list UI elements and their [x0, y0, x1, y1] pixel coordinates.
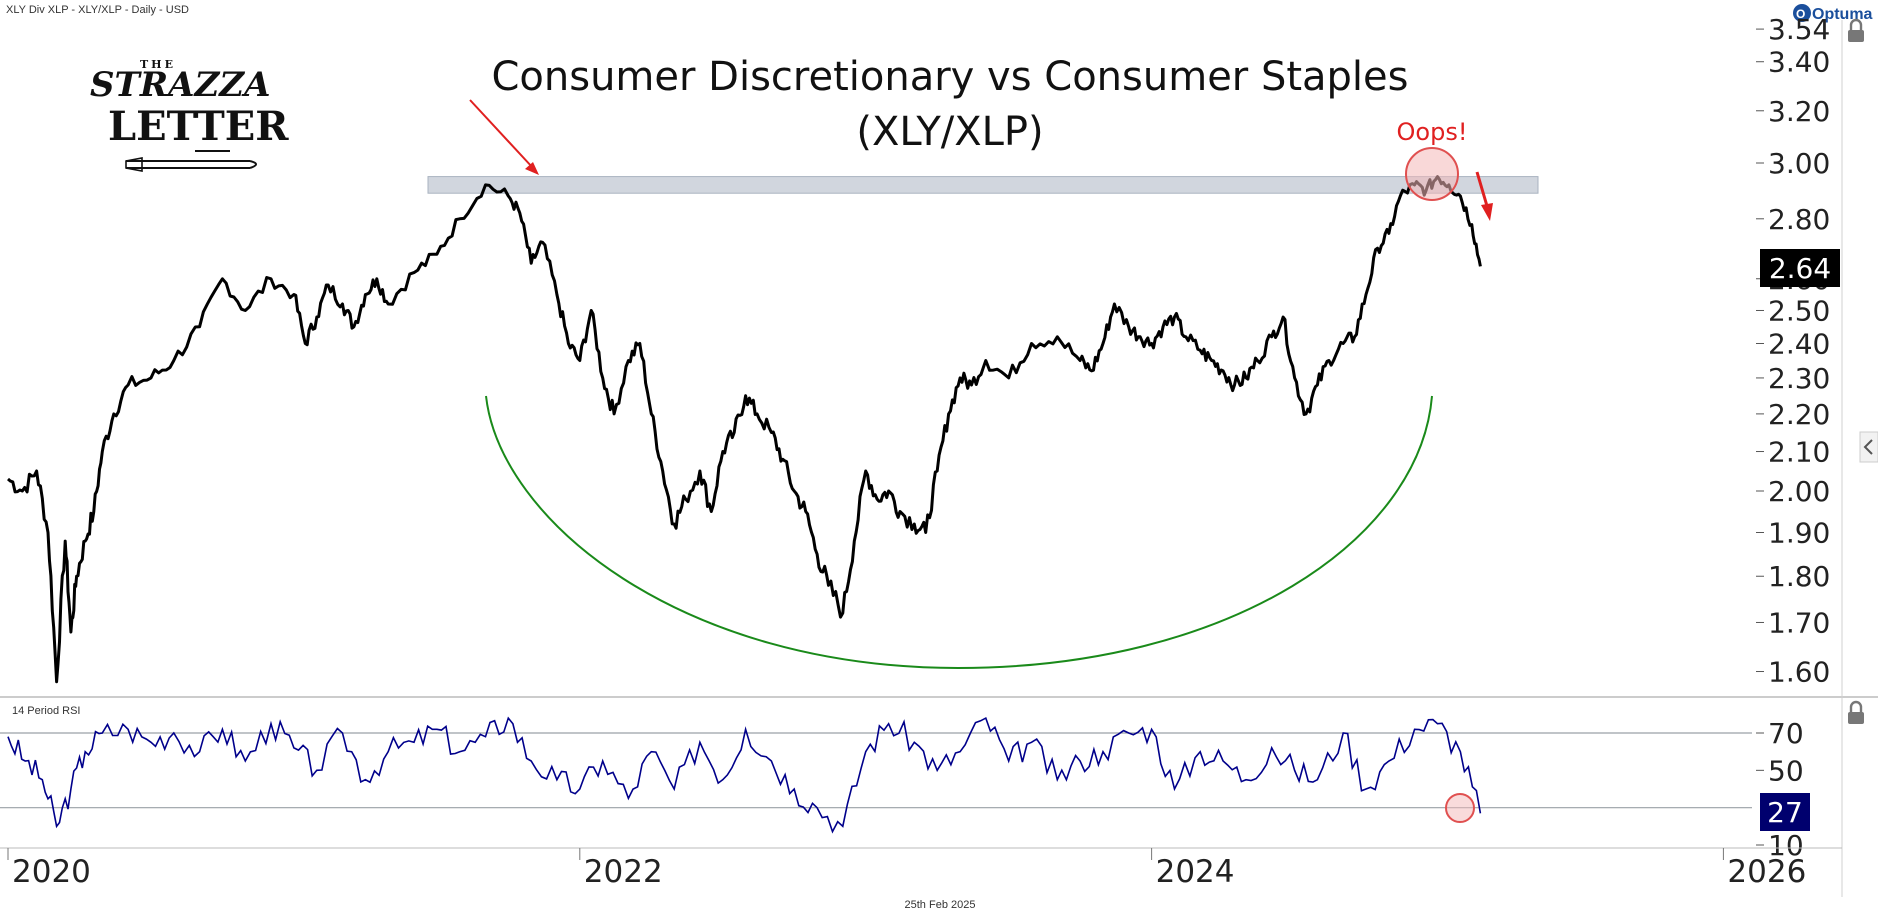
y-tick-label: 3.00: [1768, 147, 1830, 180]
last-price-tag: 2.64: [1760, 249, 1840, 287]
svg-text:LETTER: LETTER: [108, 103, 289, 150]
strazza-letter-logo: THE STRAZZA LETTER: [90, 58, 289, 172]
optuma-logo-icon: [1793, 4, 1811, 22]
instrument-label: XLY Div XLP - XLY/XLP - Daily - USD: [6, 4, 189, 16]
down-arrow: [1475, 171, 1493, 221]
rsi-panel-label: 14 Period RSI: [12, 705, 80, 717]
brand-name: Optuma: [1812, 6, 1873, 23]
y-tick-label: 1.60: [1768, 656, 1830, 689]
rsi-y-tick-label: 50: [1768, 754, 1804, 787]
svg-text:THE: THE: [140, 58, 176, 71]
x-tick-label: 2024: [1156, 854, 1235, 890]
rsi-last-tag: 27: [1760, 793, 1810, 831]
lock-icon[interactable]: [1848, 700, 1864, 724]
peak-arrow: [469, 99, 539, 175]
svg-text:O: O: [1796, 7, 1805, 21]
y-tick-label: 2.20: [1768, 398, 1830, 431]
rsi-series-line: [7, 716, 1482, 834]
chart-title: Consumer Discretionary vs Consumer Stapl…: [491, 54, 1408, 100]
y-tick-label: 3.20: [1768, 95, 1830, 128]
y-tick-label: 3.54: [1768, 13, 1830, 46]
y-tick-label: 2.40: [1768, 328, 1830, 361]
collapse-panel-icon[interactable]: [1859, 431, 1878, 463]
chart-subtitle: (XLY/XLP): [856, 109, 1043, 155]
x-tick-label: 2022: [584, 854, 663, 890]
rsi-y-tick-label: 70: [1768, 717, 1804, 750]
y-tick-label: 1.80: [1768, 560, 1830, 593]
rounding-bottom-arc: [485, 395, 1433, 670]
pen-icon: [125, 150, 257, 172]
rsi-y-tick-label: 10: [1768, 829, 1804, 862]
y-tick-label: 2.10: [1768, 436, 1830, 469]
y-tick-label: 2.00: [1768, 475, 1830, 508]
optuma-brand: O Optuma: [1793, 4, 1873, 23]
oops-highlight-circle: [1405, 147, 1459, 201]
y-tick-label: 3.40: [1768, 46, 1830, 79]
lock-icon[interactable]: [1848, 18, 1864, 42]
x-tick-label: 2026: [1727, 854, 1806, 890]
y-tick-label: 1.70: [1768, 606, 1830, 639]
y-tick-label: 2.80: [1768, 203, 1830, 236]
svg-text:STRAZZA: STRAZZA: [90, 65, 271, 105]
y-tick-label: 2.50: [1768, 294, 1830, 327]
y-tick-label: 2.30: [1768, 362, 1830, 395]
svg-text:27: 27: [1767, 796, 1803, 829]
footer-date: 25th Feb 2025: [905, 899, 976, 911]
price-series-line: [7, 175, 1482, 684]
rsi-highlight-circle: [1445, 793, 1475, 823]
x-tick-label: 2020: [12, 854, 91, 890]
oops-label: Oops!: [1397, 118, 1468, 146]
y-tick-label: 1.90: [1768, 516, 1830, 549]
resistance-zone: [427, 176, 1539, 194]
svg-text:2.64: 2.64: [1769, 252, 1831, 285]
